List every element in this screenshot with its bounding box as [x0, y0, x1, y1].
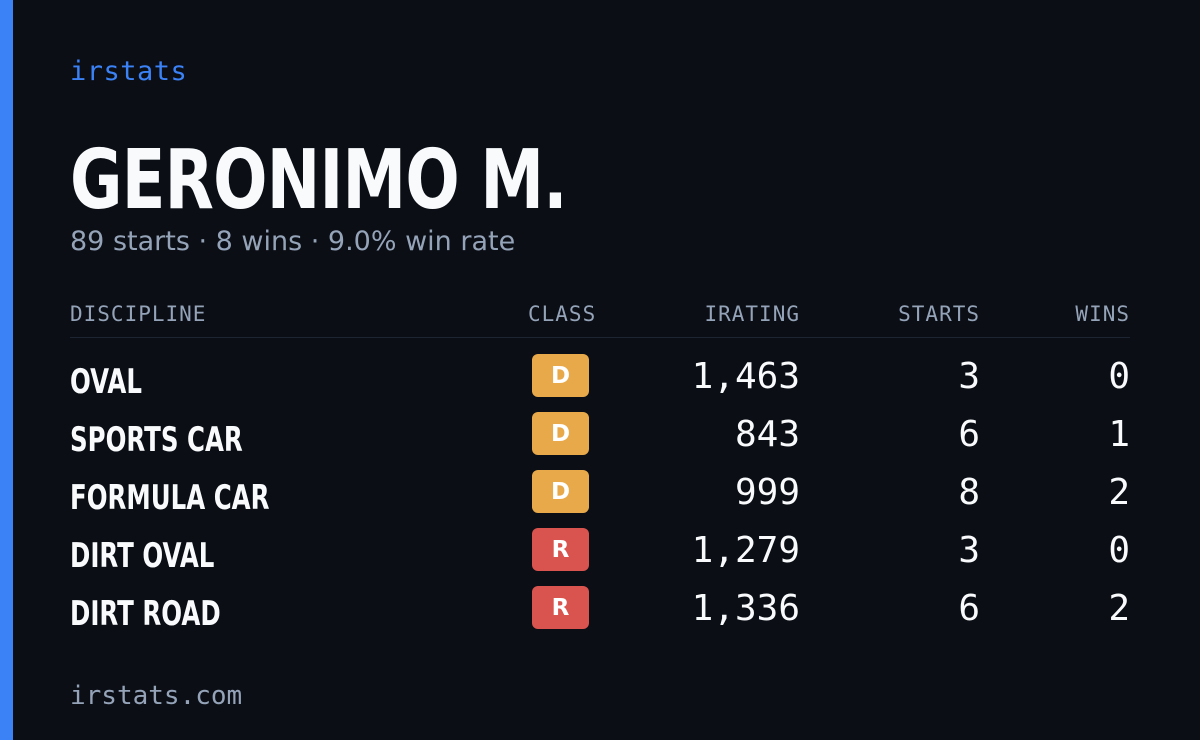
discipline-name: OVAL	[70, 362, 142, 402]
header-divider	[70, 337, 1130, 338]
wins-value: 2	[1108, 472, 1130, 513]
discipline-name: SPORTS CAR	[70, 420, 243, 460]
wins-value: 0	[1108, 356, 1130, 397]
irating-value: 999	[734, 472, 800, 513]
column-header-wins: WINS	[1075, 302, 1130, 326]
wins-value: 1	[1108, 414, 1130, 455]
footer-url: irstats.com	[70, 681, 243, 711]
wins-value: 0	[1108, 530, 1130, 571]
irating-value: 1,336	[691, 588, 800, 629]
brand-logo: irstats	[70, 56, 188, 87]
table-row: OVAL D 1,463 3 0	[70, 352, 1130, 410]
class-badge: R	[532, 586, 589, 629]
table-row: FORMULA CAR D 999 8 2	[70, 468, 1130, 526]
irating-value: 1,279	[691, 530, 800, 571]
irating-value: 1,463	[691, 356, 800, 397]
discipline-name: DIRT OVAL	[70, 536, 215, 576]
accent-bar	[0, 0, 13, 740]
discipline-name: FORMULA CAR	[70, 478, 270, 518]
driver-summary: 89 starts · 8 wins · 9.0% win rate	[70, 226, 516, 257]
starts-value: 3	[958, 530, 980, 571]
driver-name: GERONIMO M.	[70, 133, 568, 228]
irating-value: 843	[734, 414, 800, 455]
wins-value: 2	[1108, 588, 1130, 629]
column-header-irating: IRATING	[704, 302, 800, 326]
discipline-table: OVAL D 1,463 3 0 SPORTS CAR D 843 6 1 FO…	[70, 352, 1130, 642]
starts-value: 6	[958, 588, 980, 629]
table-row: DIRT OVAL R 1,279 3 0	[70, 526, 1130, 584]
column-header-discipline: DISCIPLINE	[70, 302, 207, 326]
starts-value: 8	[958, 472, 980, 513]
discipline-name: DIRT ROAD	[70, 594, 221, 634]
table-row: DIRT ROAD R 1,336 6 2	[70, 584, 1130, 642]
class-badge: D	[532, 470, 589, 513]
table-row: SPORTS CAR D 843 6 1	[70, 410, 1130, 468]
column-header-starts: STARTS	[898, 302, 980, 326]
starts-value: 6	[958, 414, 980, 455]
column-header-class: CLASS	[528, 302, 597, 326]
starts-value: 3	[958, 356, 980, 397]
class-badge: D	[532, 412, 589, 455]
class-badge: D	[532, 354, 589, 397]
class-badge: R	[532, 528, 589, 571]
